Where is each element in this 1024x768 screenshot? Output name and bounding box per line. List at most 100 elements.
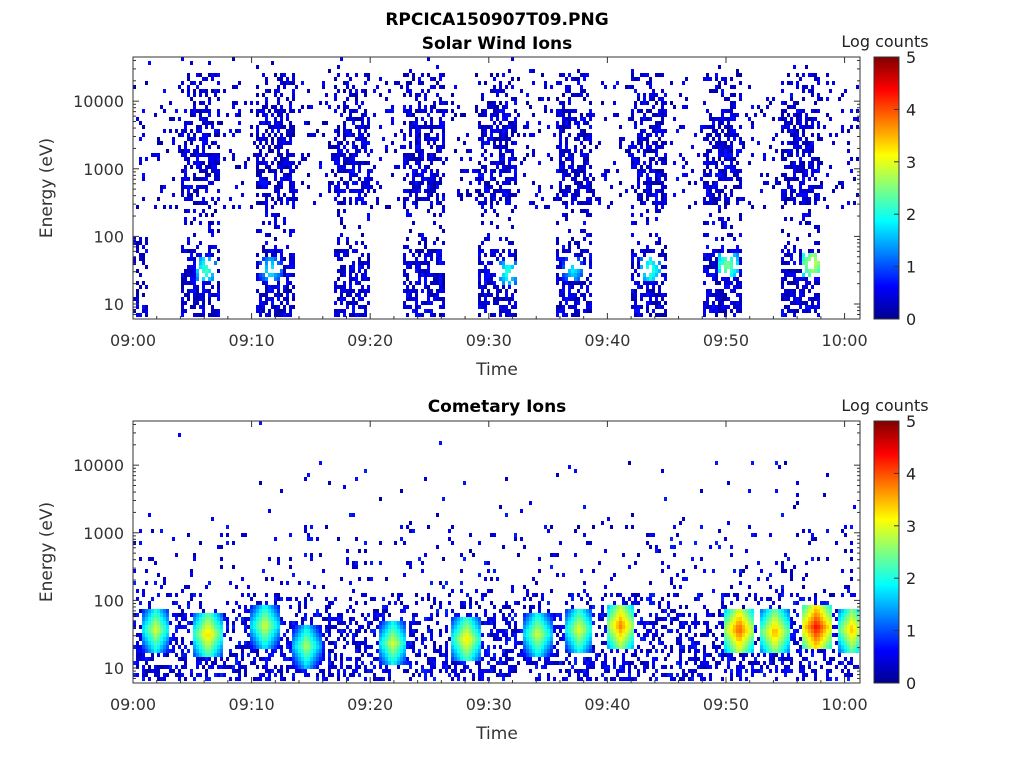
spectrogram-cell bbox=[631, 293, 634, 297]
spectrogram-cell bbox=[142, 109, 145, 113]
spectrogram-cell bbox=[514, 249, 517, 253]
spectrogram-cell bbox=[685, 161, 688, 165]
spectrogram-cell bbox=[340, 617, 343, 621]
spectrogram-cell bbox=[649, 313, 652, 317]
spectrogram-cell bbox=[532, 69, 535, 73]
spectrogram-cell bbox=[505, 125, 508, 129]
spectrogram-cell bbox=[142, 657, 145, 661]
spectrogram-cell bbox=[265, 277, 268, 281]
spectrogram-cell bbox=[349, 113, 352, 117]
spectrogram-cell bbox=[559, 149, 562, 153]
spectrogram-cell bbox=[811, 145, 814, 149]
spectrogram-cell bbox=[184, 249, 187, 253]
spectrogram-cell bbox=[481, 249, 484, 253]
spectrogram-cell bbox=[382, 661, 385, 665]
spectrogram-cell bbox=[277, 557, 280, 561]
spectrogram-cell bbox=[715, 181, 718, 185]
spectrogram-cell bbox=[208, 625, 211, 629]
spectrogram-cell bbox=[562, 245, 565, 249]
spectrogram-cell bbox=[724, 177, 727, 181]
spectrogram-cell bbox=[538, 121, 541, 125]
spectrogram-cell bbox=[268, 653, 271, 657]
spectrogram-cell bbox=[565, 149, 568, 153]
spectrogram-cell bbox=[304, 553, 307, 557]
spectrogram-cell bbox=[514, 157, 517, 161]
spectrogram-cell bbox=[286, 669, 289, 673]
spectrogram-cell bbox=[190, 569, 193, 573]
spectrogram-cell bbox=[649, 261, 652, 265]
spectrogram-cell bbox=[661, 109, 664, 113]
spectrogram-cell bbox=[655, 281, 658, 285]
spectrogram-cell bbox=[280, 165, 283, 169]
spectrogram-cell bbox=[817, 157, 820, 161]
spectrogram-cell bbox=[283, 273, 286, 277]
spectrogram-cell bbox=[334, 145, 337, 149]
spectrogram-cell bbox=[364, 617, 367, 621]
spectrogram-cell bbox=[193, 557, 196, 561]
spectrogram-cell bbox=[244, 645, 247, 649]
spectrogram-cell bbox=[205, 657, 208, 661]
spectrogram-cell bbox=[781, 89, 784, 93]
spectrogram-cell bbox=[751, 121, 754, 125]
spectrogram-cell bbox=[202, 305, 205, 309]
spectrogram-cell bbox=[313, 629, 316, 633]
spectrogram-cell bbox=[433, 185, 436, 189]
spectrogram-cell bbox=[757, 105, 760, 109]
spectrogram-cell bbox=[289, 565, 292, 569]
spectrogram-cell bbox=[346, 169, 349, 173]
spectrogram-cell bbox=[265, 209, 268, 213]
spectrogram-cell bbox=[145, 669, 148, 673]
spectrogram-cell bbox=[577, 289, 580, 293]
spectrogram-cell bbox=[298, 601, 301, 605]
spectrogram-cell bbox=[715, 237, 718, 241]
spectrogram-cell bbox=[256, 637, 259, 641]
spectrogram-cell bbox=[646, 189, 649, 193]
spectrogram-cell bbox=[415, 97, 418, 101]
spectrogram-cell bbox=[343, 265, 346, 269]
spectrogram-cell bbox=[403, 205, 406, 209]
spectrogram-cell bbox=[280, 169, 283, 173]
spectrogram-cell bbox=[208, 637, 211, 641]
spectrogram-cell bbox=[739, 249, 742, 253]
spectrogram-cell bbox=[274, 253, 277, 257]
spectrogram-cell bbox=[562, 161, 565, 165]
spectrogram-cell bbox=[634, 305, 637, 309]
spectrogram-cell bbox=[337, 621, 340, 625]
spectrogram-cell bbox=[145, 629, 148, 633]
spectrogram-cell bbox=[718, 65, 721, 69]
spectrogram-cell bbox=[484, 281, 487, 285]
spectrogram-cell bbox=[793, 293, 796, 297]
spectrogram-cell bbox=[352, 261, 355, 265]
spectrogram-cell bbox=[388, 677, 391, 681]
spectrogram-cell bbox=[313, 661, 316, 665]
spectrogram-cell bbox=[802, 109, 805, 113]
spectrogram-cell bbox=[715, 277, 718, 281]
spectrogram-cell bbox=[724, 125, 727, 129]
spectrogram-cell bbox=[562, 173, 565, 177]
spectrogram-cell bbox=[574, 281, 577, 285]
spectrogram-cell bbox=[298, 161, 301, 165]
spectrogram-cell bbox=[412, 173, 415, 177]
spectrogram-cell bbox=[421, 269, 424, 273]
spectrogram-cell bbox=[382, 637, 385, 641]
spectrogram-cell bbox=[217, 545, 220, 549]
spectrogram-cell bbox=[199, 89, 202, 93]
spectrogram-cell bbox=[481, 241, 484, 245]
spectrogram-cell bbox=[406, 245, 409, 249]
spectrogram-cell bbox=[772, 137, 775, 141]
spectrogram-cell bbox=[217, 673, 220, 677]
spectrogram-cell bbox=[262, 145, 265, 149]
spectrogram-cell bbox=[739, 273, 742, 277]
spectrogram-cell bbox=[349, 605, 352, 609]
spectrogram-cell bbox=[760, 173, 763, 177]
spectrogram-cell bbox=[547, 153, 550, 157]
spectrogram-cell bbox=[706, 301, 709, 305]
spectrogram-cell bbox=[166, 645, 169, 649]
spectrogram-cell bbox=[409, 249, 412, 253]
spectrogram-cell bbox=[736, 177, 739, 181]
spectrogram-cell bbox=[589, 241, 592, 245]
spectrogram-cell bbox=[478, 285, 481, 289]
spectrogram-cell bbox=[766, 173, 769, 177]
spectrogram-cell bbox=[385, 145, 388, 149]
spectrogram-cell bbox=[505, 145, 508, 149]
